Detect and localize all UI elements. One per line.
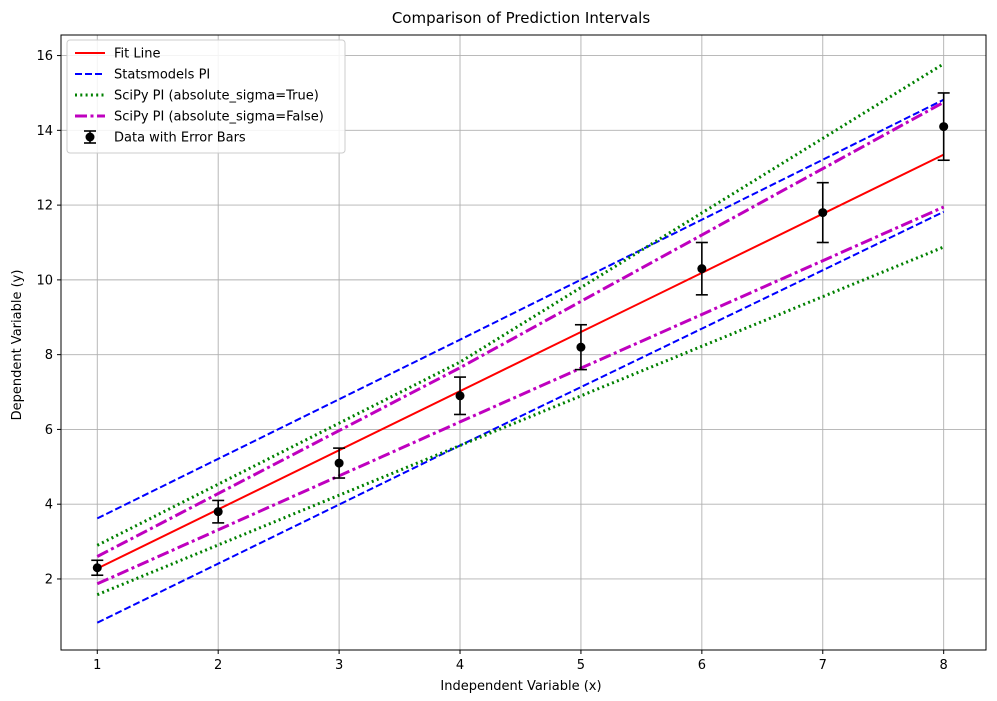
data-point — [213, 507, 223, 517]
chart-title: Comparison of Prediction Intervals — [392, 9, 651, 27]
y-tick-label: 6 — [45, 423, 53, 438]
fit-line-line — [96, 153, 945, 570]
y-tick-label: 8 — [45, 348, 53, 363]
data-point — [697, 264, 707, 274]
y-tick-label: 10 — [36, 273, 53, 288]
data-point — [576, 342, 586, 352]
legend-label: Fit Line — [114, 47, 160, 62]
y-axis-label: Dependent Variable (y) — [10, 270, 25, 421]
x-tick-label: 4 — [456, 658, 464, 673]
scipy-pi-absolute-sigma-true-upper-line — [96, 62, 945, 547]
statsmodels-pi-lower-line — [96, 210, 945, 624]
data-point — [455, 391, 465, 401]
y-tick-label: 16 — [36, 49, 53, 64]
x-tick-label: 7 — [819, 658, 827, 673]
data-point — [939, 122, 949, 132]
y-tick-label: 14 — [36, 124, 53, 139]
y-tick-label: 4 — [45, 498, 53, 513]
data-point — [92, 563, 102, 573]
legend-box — [66, 39, 346, 154]
legend-label: SciPy PI (absolute_sigma=True) — [114, 89, 319, 104]
scipy-pi-absolute-sigma-true-lower-line — [96, 245, 945, 597]
y-tick-label: 12 — [36, 199, 53, 214]
legend: Fit Line Statsmodels PI SciPy PI (absolute… — [66, 39, 346, 154]
x-tick-label: 2 — [214, 658, 222, 673]
legend-label: Data with Error Bars — [114, 131, 246, 146]
legend-swatch-marker — [85, 132, 95, 142]
data-point — [818, 208, 828, 218]
x-tick-label: 6 — [698, 658, 706, 673]
y-tick-label: 2 — [45, 572, 53, 587]
x-tick-label: 3 — [335, 658, 343, 673]
data-point — [334, 458, 344, 468]
x-tick-label: 8 — [940, 658, 948, 673]
legend-label: SciPy PI (absolute_sigma=False) — [114, 110, 324, 125]
statsmodels-pi-upper-line — [96, 98, 945, 520]
legend-label: Statsmodels PI — [114, 68, 210, 83]
plot-data — [91, 62, 950, 624]
x-tick-label: 1 — [93, 658, 101, 673]
x-tick-label: 5 — [577, 658, 585, 673]
plot-frame — [60, 34, 987, 651]
scipy-pi-absolute-sigma-false-upper-line — [96, 100, 945, 558]
scipy-pi-absolute-sigma-false-lower-line — [96, 205, 945, 586]
x-axis-label: Independent Variable (x) — [440, 679, 601, 694]
